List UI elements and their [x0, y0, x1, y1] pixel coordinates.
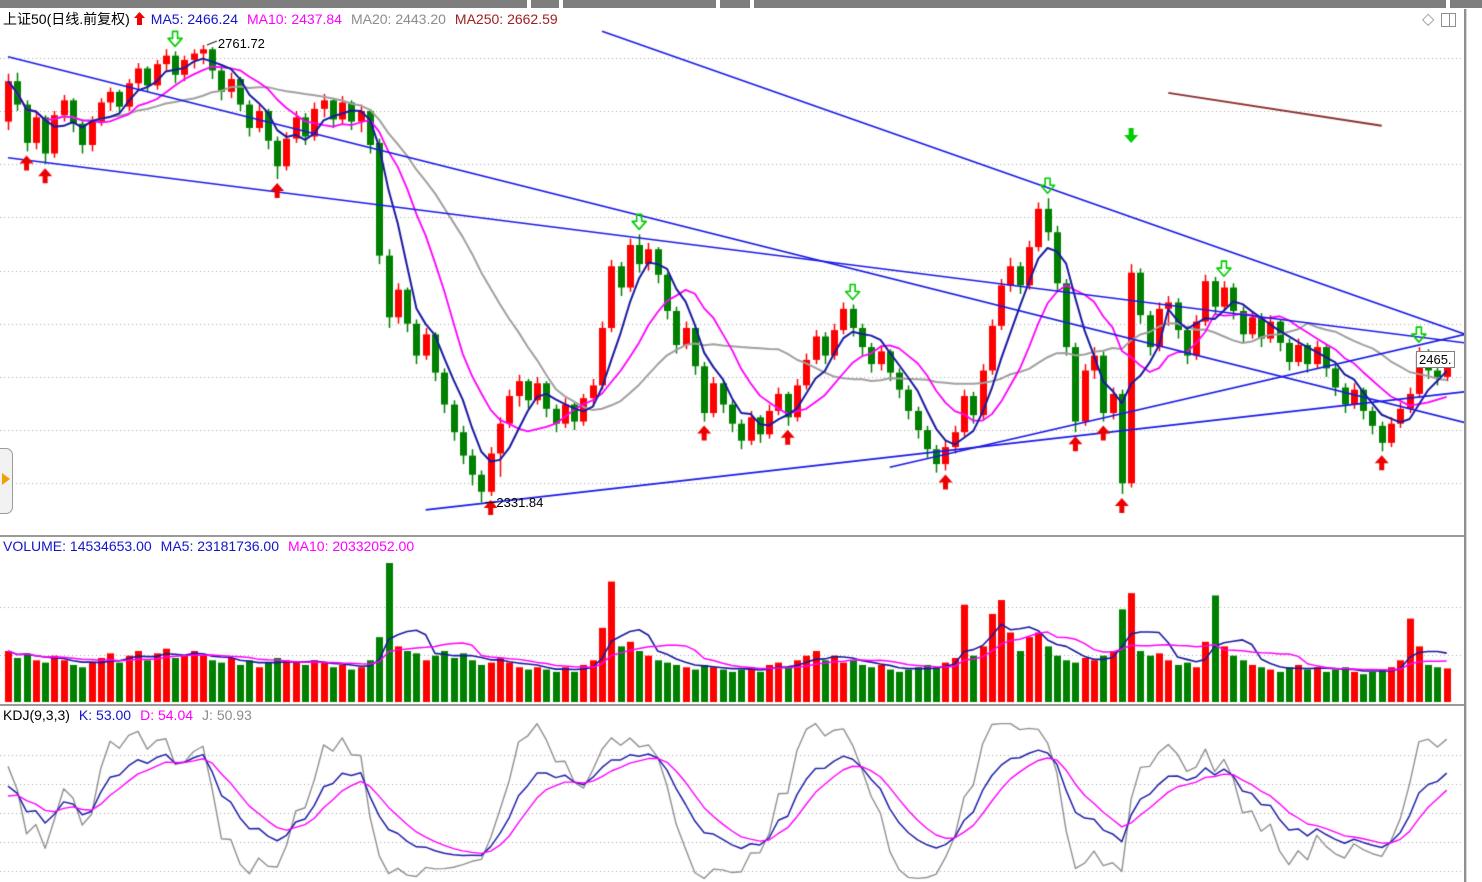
kdj-d-value: 54.04: [157, 707, 194, 723]
expand-arrow-icon: [2, 473, 10, 485]
ma5-label: MA5:: [150, 11, 184, 27]
sidebar-expand-handle[interactable]: [0, 448, 13, 514]
toolbar-gap: [559, 0, 563, 8]
diamond-icon[interactable]: ◇: [1422, 11, 1435, 28]
ma10-label: MA10:: [246, 11, 288, 27]
kdj-j-value: 50.93: [216, 707, 252, 723]
kdj-j-label: J:: [202, 707, 213, 723]
vol-ma5-value: 23181736.00: [197, 538, 280, 554]
window-top-edge: [0, 0, 1482, 8]
kdj-pane: KDJ(9,3,3) K: 53.00 D: 54.04 J: 50.93: [0, 706, 1464, 882]
toolbar-gap: [716, 0, 720, 8]
toolbar-gap: [1446, 0, 1450, 8]
chart-corner-tools: ◇: [1422, 11, 1457, 29]
trough-price-label: 2331.84: [496, 495, 544, 511]
ma250-value: 2662.59: [507, 11, 558, 27]
volume-value: 14534653.00: [69, 538, 152, 554]
split-window-icon[interactable]: [1441, 13, 1457, 27]
ma20-label: MA20:: [350, 11, 392, 27]
last-price-tag: 2465.: [1416, 350, 1455, 368]
chart-title: 上证50(日线.前复权): [3, 11, 130, 27]
price-pane-header: 上证50(日线.前复权) MA5: 2466.24 MA10: 2437.84 MA2…: [3, 9, 567, 29]
signal-up-arrow-icon: [133, 12, 145, 28]
ma5-value: 2466.24: [187, 11, 238, 27]
volume-pane: VOLUME: 14534653.00 MA5: 23181736.00 MA10:…: [0, 537, 1464, 704]
price-pane: 上证50(日线.前复权) MA5: 2466.24 MA10: 2437.84 MA2…: [0, 8, 1464, 535]
kdj-title: KDJ(9,3,3): [3, 707, 70, 723]
ma20-value: 2443.20: [395, 11, 446, 27]
volume-label: VOLUME:: [3, 538, 67, 554]
kdj-d-label: D:: [140, 707, 155, 723]
kdj-k-label: K:: [78, 707, 93, 723]
ma250-label: MA250:: [454, 11, 504, 27]
kdj-chart-canvas[interactable]: [0, 706, 1464, 882]
vol-ma10-label: MA10:: [288, 538, 329, 554]
ma10-value: 2437.84: [291, 11, 342, 27]
split-divider: [1449, 14, 1451, 26]
volume-chart-canvas[interactable]: [0, 537, 1464, 704]
vol-ma5-label: MA5:: [160, 538, 194, 554]
peak-price-label: 2761.72: [217, 36, 265, 52]
toolbar-gap: [750, 0, 754, 8]
toolbar-gap: [527, 0, 531, 8]
candlestick-chart-canvas[interactable]: [0, 8, 1464, 535]
vol-ma10-value: 20332052.00: [332, 538, 415, 554]
right-pane-border: [1464, 9, 1467, 882]
volume-pane-header: VOLUME: 14534653.00 MA5: 23181736.00 MA10:…: [3, 538, 423, 554]
kdj-k-value: 53.00: [96, 707, 132, 723]
kdj-pane-header: KDJ(9,3,3) K: 53.00 D: 54.04 J: 50.93: [3, 707, 261, 723]
